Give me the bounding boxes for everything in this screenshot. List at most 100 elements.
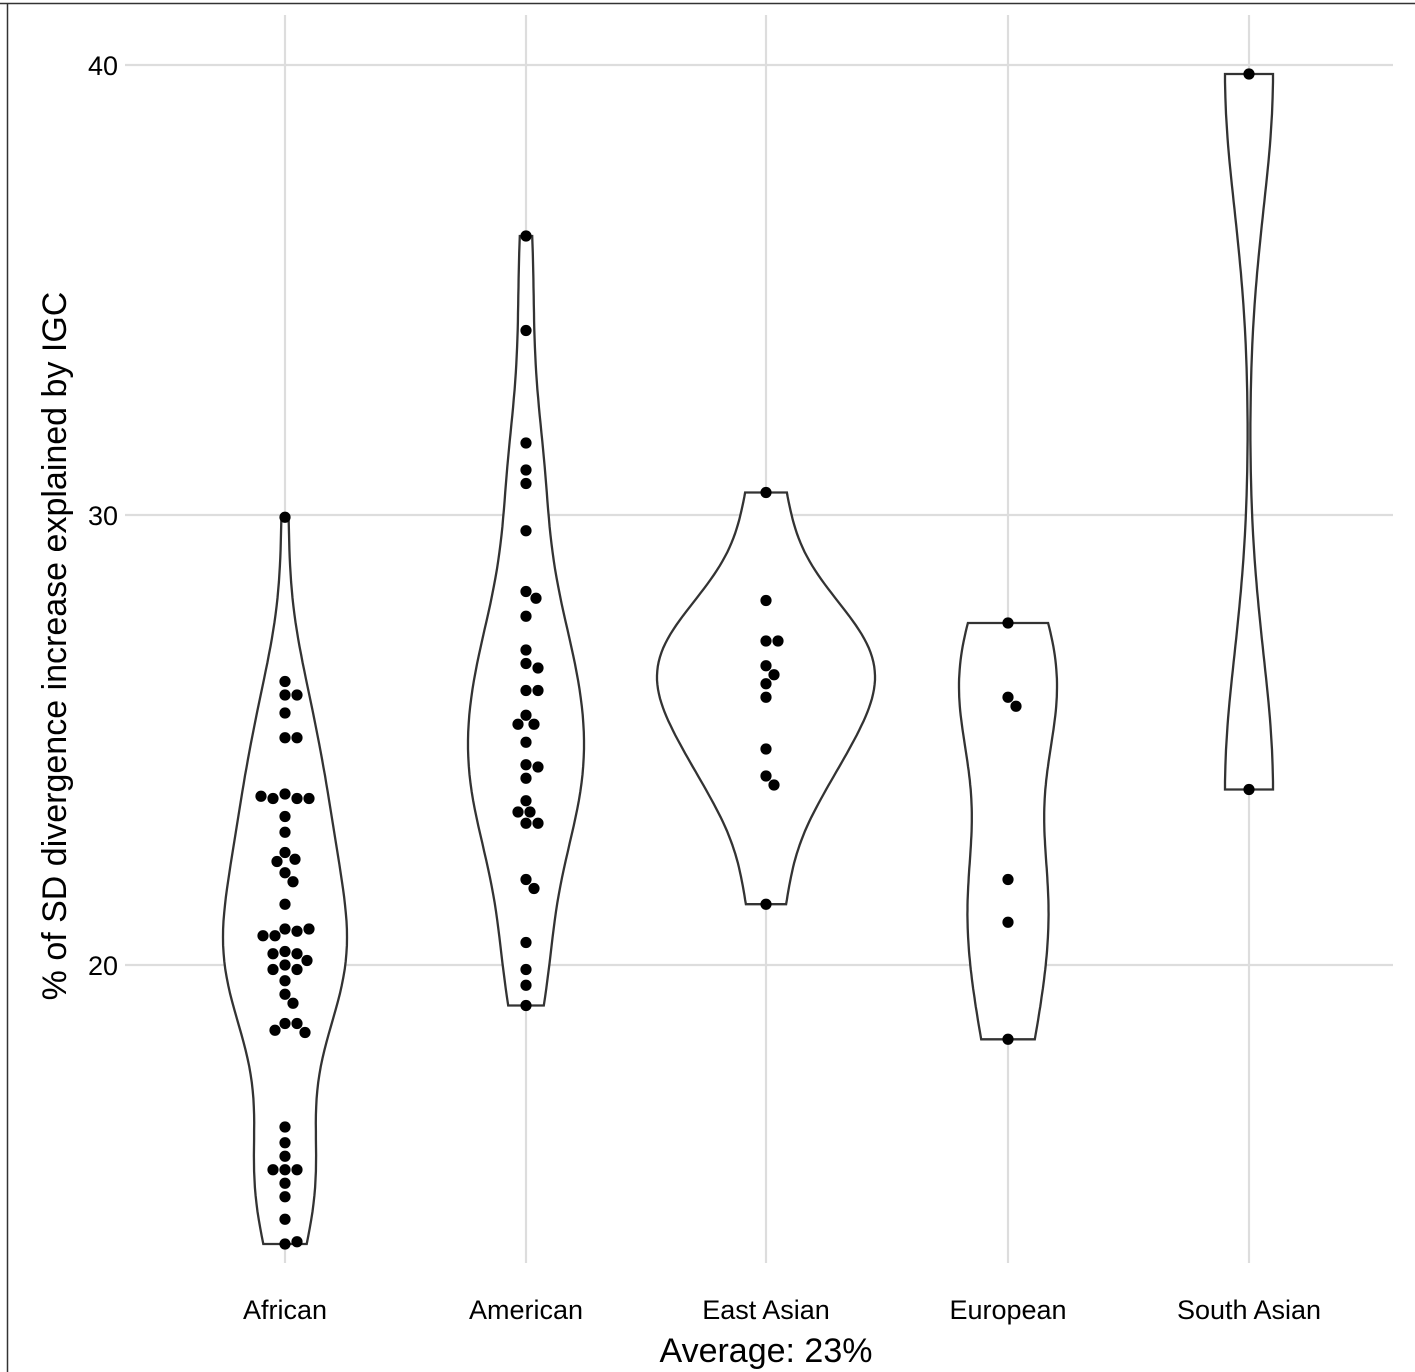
point-1-31 [520, 999, 532, 1012]
point-0-49 [291, 1236, 303, 1248]
point-1-5 [520, 525, 532, 537]
point-3-2 [1010, 700, 1022, 712]
point-1-15 [528, 718, 540, 730]
point-0-25 [279, 945, 291, 958]
point-3-4 [1002, 916, 1014, 928]
x-axis-tick-labels: African American East Asian European South A… [243, 1295, 1321, 1325]
violins [221, 72, 1275, 1246]
point-0-36 [291, 1017, 303, 1030]
point-1-2 [520, 437, 532, 449]
point-1-3 [520, 464, 532, 476]
point-2-2 [760, 635, 772, 647]
point-0-26 [291, 948, 303, 960]
point-1-24 [520, 817, 532, 829]
x-axis-title: Average: 23% [660, 1332, 873, 1370]
point-2-10 [768, 779, 780, 791]
point-2-8 [760, 743, 772, 755]
y-tick-label-2: 40 [88, 51, 118, 81]
point-0-20 [279, 923, 291, 935]
point-0-0 [279, 511, 291, 523]
point-0-8 [291, 792, 303, 805]
point-2-3 [772, 635, 784, 647]
point-1-22 [524, 806, 536, 818]
point-0-4 [279, 707, 291, 719]
point-0-9 [267, 792, 279, 805]
point-0-31 [267, 963, 279, 976]
point-1-30 [520, 979, 532, 991]
violin-3 [957, 621, 1059, 1041]
point-1-9 [520, 644, 532, 656]
point-1-26 [520, 873, 532, 886]
y-axis-title: % of SD divergence increase explained by… [36, 292, 74, 1001]
point-1-21 [520, 795, 532, 807]
point-1-7 [530, 592, 542, 604]
point-0-12 [279, 810, 291, 823]
point-0-37 [269, 1024, 281, 1036]
point-0-30 [291, 963, 303, 976]
point-0-45 [279, 1177, 291, 1189]
point-3-0 [1002, 617, 1014, 629]
point-0-10 [303, 792, 315, 805]
point-1-14 [520, 709, 532, 721]
point-0-38 [299, 1026, 311, 1039]
point-1-17 [520, 736, 532, 748]
point-0-22 [269, 930, 281, 942]
point-1-28 [520, 936, 532, 949]
point-0-43 [291, 1164, 303, 1176]
point-0-48 [279, 1238, 291, 1250]
x-tick-label-3: European [949, 1295, 1066, 1325]
point-0-33 [279, 988, 291, 1000]
point-0-46 [279, 1191, 291, 1203]
point-4-0 [1243, 68, 1255, 80]
point-1-25 [532, 817, 544, 829]
x-tick-label-2: East Asian [702, 1295, 830, 1325]
point-0-11 [255, 790, 267, 802]
x-tick-label-1: American [469, 1295, 583, 1325]
point-0-7 [279, 788, 291, 800]
violin-4 [1223, 72, 1275, 791]
y-tick-label-0: 20 [88, 951, 118, 981]
point-1-10 [520, 657, 532, 670]
point-1-0 [520, 230, 532, 242]
point-0-5 [279, 732, 291, 744]
y-axis-tick-labels: 20 30 40 [88, 51, 118, 981]
point-3-1 [1002, 691, 1014, 703]
point-1-12 [520, 684, 532, 697]
point-0-16 [271, 855, 283, 868]
point-2-1 [760, 594, 772, 607]
point-1-18 [520, 759, 532, 771]
point-0-23 [257, 930, 269, 942]
point-2-9 [760, 770, 772, 782]
point-1-4 [520, 477, 532, 490]
point-1-13 [532, 684, 544, 697]
point-3-3 [1002, 873, 1014, 886]
point-1-29 [520, 963, 532, 976]
point-0-24 [303, 923, 315, 935]
point-0-42 [279, 1164, 291, 1176]
point-0-17 [279, 867, 291, 879]
point-0-34 [287, 997, 299, 1009]
point-1-27 [528, 882, 540, 895]
point-0-6 [291, 732, 303, 744]
point-0-18 [287, 876, 299, 888]
point-0-40 [279, 1137, 291, 1149]
point-1-20 [520, 772, 532, 784]
point-0-35 [279, 1017, 291, 1030]
point-1-16 [512, 718, 524, 730]
point-0-28 [301, 954, 313, 967]
point-0-3 [291, 689, 303, 701]
point-4-1 [1243, 783, 1255, 796]
point-1-23 [512, 806, 524, 818]
point-0-47 [279, 1213, 291, 1225]
point-0-29 [279, 959, 291, 971]
point-0-21 [291, 925, 303, 937]
point-0-19 [279, 898, 291, 910]
point-2-5 [768, 669, 780, 681]
point-0-27 [267, 948, 279, 960]
point-1-11 [532, 662, 544, 674]
point-2-7 [760, 691, 772, 703]
point-2-4 [760, 660, 772, 672]
point-0-41 [279, 1150, 291, 1162]
x-tick-label-4: South Asian [1177, 1295, 1321, 1325]
